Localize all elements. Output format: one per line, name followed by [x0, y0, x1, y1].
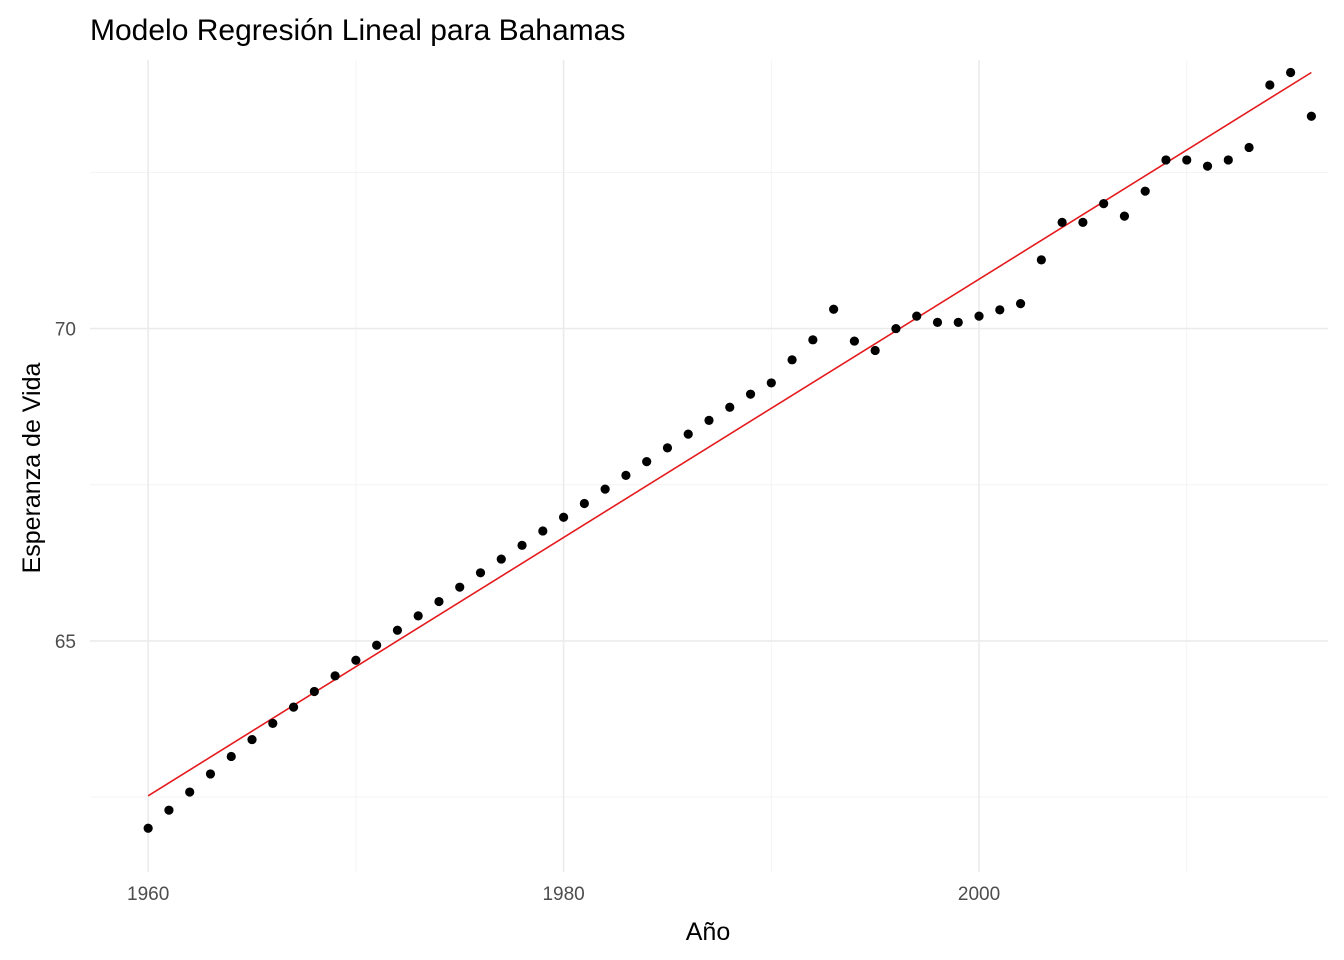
data-point — [683, 429, 693, 439]
data-point — [600, 484, 610, 494]
y-tick-label: 65 — [55, 632, 76, 653]
y-axis-ticks: 65 70 — [55, 320, 76, 653]
data-point — [1036, 255, 1046, 265]
data-point — [870, 345, 880, 356]
data-point — [538, 526, 548, 536]
data-point — [455, 582, 465, 592]
data-point — [1286, 67, 1296, 78]
data-point — [932, 317, 943, 327]
data-point — [1244, 142, 1254, 153]
data-point — [1202, 161, 1213, 171]
data-point — [974, 311, 984, 321]
data-point — [745, 389, 756, 399]
data-point — [143, 823, 153, 833]
regression-line-group — [147, 71, 1312, 797]
data-point — [205, 769, 216, 779]
data-point — [1140, 186, 1150, 196]
data-point — [185, 787, 195, 797]
data-point — [372, 640, 382, 650]
data-point — [1265, 80, 1275, 90]
data-point — [1099, 199, 1109, 209]
data-point — [517, 540, 527, 550]
data-point — [808, 335, 818, 345]
data-point — [579, 498, 589, 509]
data-point — [766, 378, 776, 388]
y-axis-title: Esperanza de Vida — [18, 363, 46, 574]
data-point — [953, 317, 963, 327]
data-point — [1182, 155, 1192, 165]
data-point — [1161, 155, 1171, 165]
data-point — [413, 611, 423, 621]
y-tick-label: 70 — [55, 320, 76, 341]
data-point — [849, 336, 860, 346]
data-point — [621, 470, 631, 480]
data-point — [1223, 155, 1233, 165]
x-tick-label: 1980 — [542, 884, 584, 905]
x-axis-title: Año — [686, 918, 730, 946]
data-point — [268, 718, 278, 728]
data-point — [330, 671, 340, 681]
data-point — [288, 702, 299, 712]
data-point — [475, 568, 486, 578]
data-point — [995, 305, 1005, 315]
x-axis-ticks: 1960 1980 2000 — [127, 884, 1000, 905]
data-point — [351, 655, 361, 665]
data-point — [309, 686, 319, 697]
data-point — [1078, 217, 1088, 227]
x-tick-label: 2000 — [958, 884, 1000, 905]
data-point — [642, 457, 652, 467]
data-point — [829, 304, 839, 314]
data-point — [891, 323, 901, 334]
data-point — [1015, 299, 1026, 309]
plot-grid — [90, 60, 1328, 872]
regression-line — [147, 71, 1312, 797]
data-point — [1057, 217, 1067, 227]
data-point — [662, 443, 673, 453]
data-point — [1306, 111, 1316, 121]
data-point — [247, 734, 257, 745]
data-point — [434, 596, 444, 607]
data-point — [912, 311, 922, 321]
chart-title: Modelo Regresión Lineal para Bahamas — [90, 14, 625, 47]
data-points — [143, 67, 1316, 833]
data-point — [704, 415, 714, 426]
data-point — [164, 805, 174, 815]
data-point — [226, 751, 236, 762]
data-point — [392, 625, 403, 635]
x-tick-label: 1960 — [127, 884, 169, 905]
data-point — [558, 512, 569, 522]
data-point — [725, 402, 735, 412]
data-point — [787, 355, 797, 365]
data-point — [496, 554, 506, 564]
data-point — [1119, 211, 1130, 221]
